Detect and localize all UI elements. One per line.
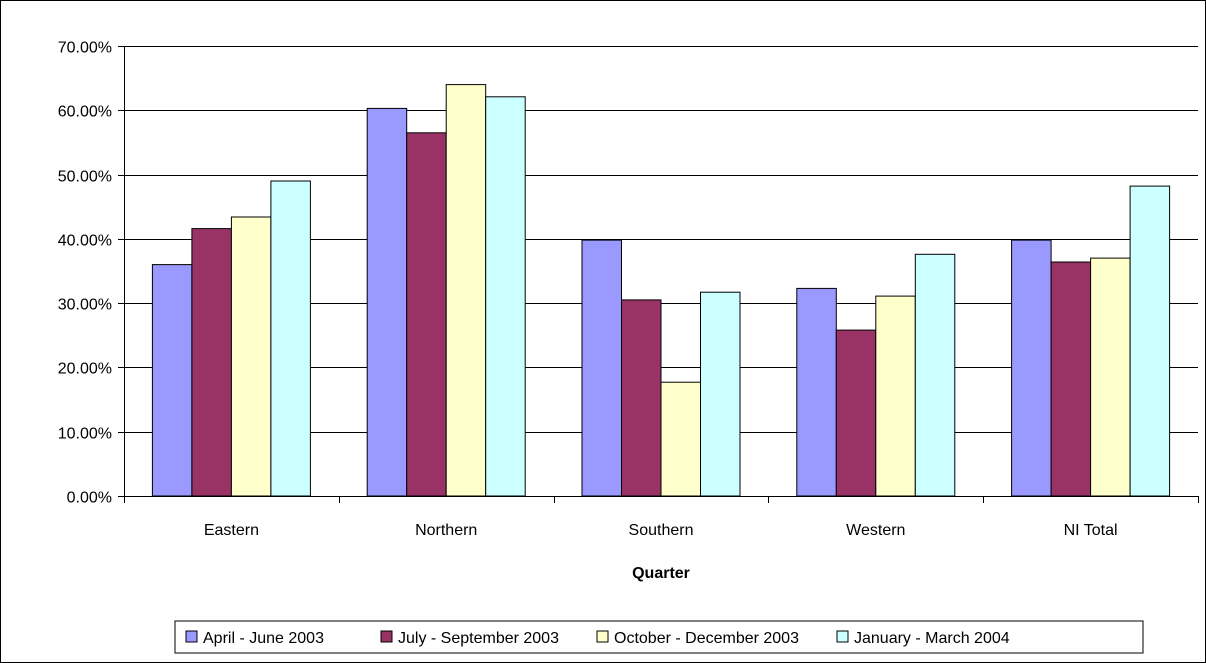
bar: [1129, 185, 1171, 497]
bar: [581, 239, 622, 497]
bar: [270, 180, 311, 497]
bar: [700, 291, 741, 497]
x-tick-label: Eastern: [204, 522, 259, 539]
y-tick-label: 40.00%: [58, 233, 112, 250]
bar: [796, 287, 837, 497]
x-tick-label: NI Total: [1064, 522, 1118, 539]
legend-label: October - December 2003: [614, 630, 799, 647]
y-tick-label: 10.00%: [58, 426, 112, 443]
axes: [118, 46, 1199, 503]
bar: [835, 329, 877, 497]
bar: [445, 84, 487, 497]
x-tick-label: Southern: [629, 522, 694, 539]
legend-swatch: [185, 630, 198, 643]
y-tick-label: 20.00%: [58, 361, 112, 378]
bars: [151, 84, 1171, 497]
bar: [230, 216, 272, 497]
legend-label: January - March 2004: [854, 630, 1010, 647]
x-tick-labels: Eastern Northern Southern Western NI Total: [204, 522, 1118, 539]
y-tick-label: 70.00%: [58, 40, 112, 57]
bar: [151, 264, 193, 497]
bar: [621, 299, 662, 497]
legend-swatch: [596, 630, 609, 643]
bar: [1011, 239, 1052, 497]
y-tick-label: 50.00%: [58, 169, 112, 186]
bar: [660, 381, 701, 497]
x-axis-title: Quarter: [632, 565, 690, 582]
bar: [406, 132, 447, 497]
bar: [875, 295, 916, 497]
x-tick-label: Northern: [415, 522, 477, 539]
legend-swatch: [836, 630, 849, 643]
x-tick-label: Western: [846, 522, 905, 539]
legend-box: [174, 620, 1144, 654]
legend-swatch: [380, 630, 393, 643]
bar: [366, 107, 408, 497]
legend-label: July - September 2003: [398, 630, 559, 647]
y-tick-label: 30.00%: [58, 297, 112, 314]
legend-items: April - June 2003 July - September 2003 Oc…: [185, 630, 1010, 647]
bar: [191, 228, 232, 497]
bar: [1090, 257, 1131, 497]
bar: [1050, 261, 1092, 497]
legend-label: April - June 2003: [203, 630, 324, 647]
bar: [914, 253, 956, 497]
y-tick-labels: 0.00% 10.00% 20.00% 30.00% 40.00% 50.00% 60.00…: [58, 40, 112, 507]
bar: [485, 96, 526, 497]
y-tick-label: 60.00%: [58, 104, 112, 121]
legend: April - June 2003 July - September 2003 Oc…: [174, 620, 1144, 654]
y-tick-label: 0.00%: [67, 490, 112, 507]
